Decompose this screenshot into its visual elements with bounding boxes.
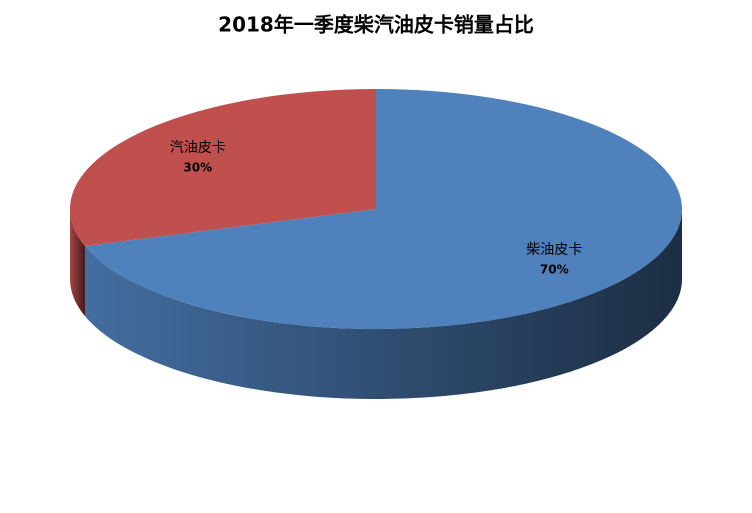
pie-sides	[70, 209, 683, 399]
category-label: 柴油皮卡	[526, 242, 582, 258]
value-label: 70%	[540, 262, 569, 276]
category-label: 汽油皮卡	[170, 140, 226, 156]
chart-title: 2018年一季度柴汽油皮卡销量占比	[218, 13, 534, 37]
pie-side-shade	[70, 209, 85, 317]
pie-slice	[69, 89, 376, 247]
pie-side-shade	[84, 209, 683, 399]
value-label: 30%	[183, 161, 212, 175]
pie-tops	[69, 89, 683, 330]
pie-slice	[84, 89, 683, 330]
data-labels: 柴油皮卡 70% 汽油皮卡 30%	[170, 140, 582, 276]
